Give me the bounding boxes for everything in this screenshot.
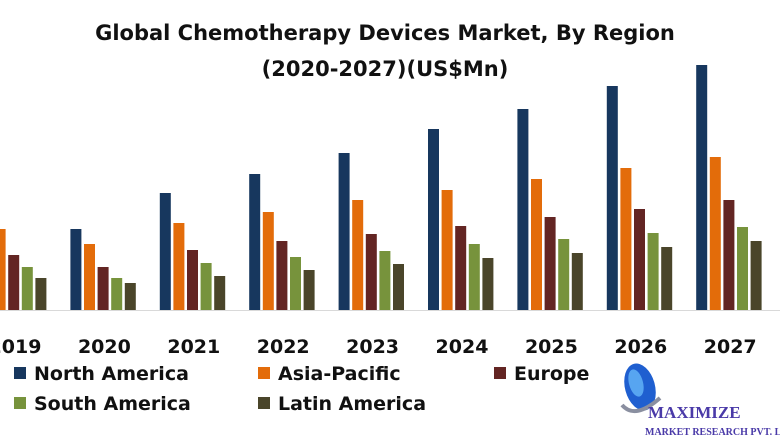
bar-europe-2023 xyxy=(365,234,377,310)
legend-swatch xyxy=(258,397,270,409)
bar-latin-america-2021 xyxy=(214,276,226,310)
chart-subtitle: (2020-2027)(US$Mn) xyxy=(262,57,509,81)
x-tick-label: 2026 xyxy=(614,336,667,358)
bar-latin-america-2024 xyxy=(482,258,494,310)
bar-europe-2027 xyxy=(723,200,735,310)
bar-latin-america-2022 xyxy=(303,270,315,310)
bar-latin-america-2027 xyxy=(750,241,762,310)
bar-asia-pacific-2023 xyxy=(352,200,364,310)
bar-europe-2022 xyxy=(276,241,288,310)
x-tick-label: 2025 xyxy=(525,336,578,358)
legend-label: North America xyxy=(34,363,189,385)
svg-text:MARKET RESEARCH PVT. LTD.: MARKET RESEARCH PVT. LTD. xyxy=(645,427,780,438)
bar-north-america-2024 xyxy=(428,129,439,310)
bar-south-america-2020 xyxy=(111,278,123,310)
legend-swatch xyxy=(14,397,26,409)
x-tick-label: 2027 xyxy=(704,336,757,358)
bar-europe-2019 xyxy=(8,255,20,310)
bar-asia-pacific-2024 xyxy=(441,190,453,310)
svg-text:MAXIMIZE: MAXIMIZE xyxy=(648,403,741,422)
bar-europe-2024 xyxy=(455,226,467,310)
bar-latin-america-2019 xyxy=(35,278,47,310)
bar-europe-2021 xyxy=(187,250,198,310)
bar-asia-pacific-2027 xyxy=(709,157,721,310)
bar-europe-2026 xyxy=(634,209,645,310)
x-tick-label: 2024 xyxy=(436,336,489,358)
bar-south-america-2025 xyxy=(558,239,570,310)
x-tick-label: 2021 xyxy=(167,336,220,358)
bar-south-america-2027 xyxy=(737,227,748,310)
bar-south-america-2022 xyxy=(290,257,301,310)
legend-label: South America xyxy=(34,393,191,415)
maximize-logo: MAXIMIZE MARKET RESEARCH PVT. LTD. xyxy=(620,363,780,438)
legend-label: Asia-Pacific xyxy=(278,363,401,385)
x-tick-label: 2022 xyxy=(257,336,310,358)
bar-north-america-2025 xyxy=(517,109,529,310)
bar-north-america-2026 xyxy=(606,86,618,310)
bar-asia-pacific-2026 xyxy=(620,168,632,310)
bar-north-america-2027 xyxy=(696,65,708,310)
legend-swatch xyxy=(258,367,270,379)
bar-south-america-2019 xyxy=(21,267,33,310)
legend-label: Latin America xyxy=(278,393,426,415)
bar-asia-pacific-2020 xyxy=(84,244,95,310)
bar-north-america-2022 xyxy=(249,174,261,310)
bar-europe-2020 xyxy=(97,267,109,310)
bar-asia-pacific-2019 xyxy=(0,229,6,310)
legend-swatch xyxy=(14,367,26,379)
bar-asia-pacific-2022 xyxy=(262,212,274,310)
bar-south-america-2023 xyxy=(379,251,391,310)
legend-swatch xyxy=(494,367,506,379)
bar-asia-pacific-2025 xyxy=(531,179,542,310)
bar-latin-america-2025 xyxy=(571,253,583,310)
bar-south-america-2024 xyxy=(468,244,480,310)
chart-title: Global Chemotherapy Devices Market, By R… xyxy=(95,21,675,45)
bar-north-america-2023 xyxy=(338,153,350,310)
x-tick-label: 2020 xyxy=(78,336,131,358)
bar-south-america-2026 xyxy=(647,233,659,310)
legend-label: Europe xyxy=(514,363,589,385)
bar-north-america-2020 xyxy=(70,229,82,310)
bar-asia-pacific-2021 xyxy=(173,223,185,310)
bar-north-america-2021 xyxy=(159,193,171,310)
bar-latin-america-2020 xyxy=(124,283,136,310)
bar-europe-2025 xyxy=(544,217,556,310)
bar-latin-america-2023 xyxy=(393,264,404,310)
x-tick-label: 2019 xyxy=(0,336,41,358)
x-tick-label: 2023 xyxy=(346,336,399,358)
bar-latin-america-2026 xyxy=(661,247,673,310)
bar-south-america-2021 xyxy=(200,263,212,310)
